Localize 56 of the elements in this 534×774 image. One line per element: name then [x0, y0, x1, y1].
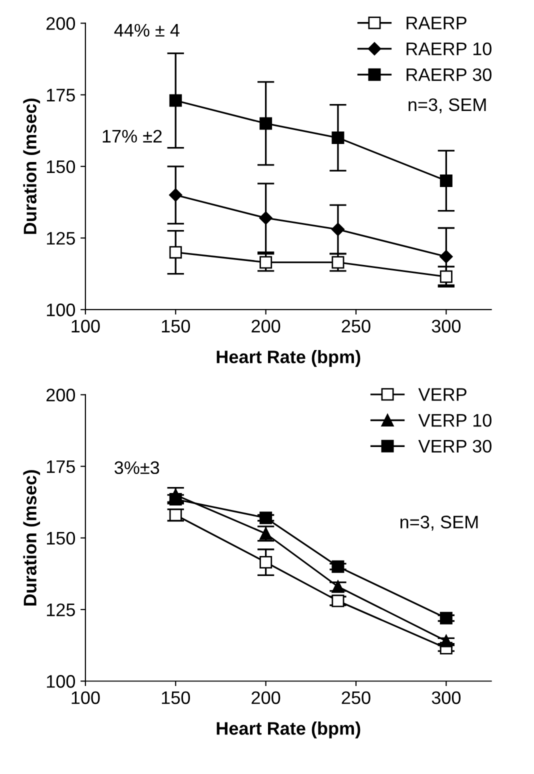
- y-tick-label: 200: [46, 17, 76, 30]
- y-tick-label: 200: [46, 388, 76, 402]
- point: [440, 634, 452, 648]
- point: [332, 594, 344, 608]
- x-tick-label: 200: [252, 691, 280, 704]
- point: [260, 556, 272, 569]
- x-tick-label: 300: [432, 320, 461, 333]
- point: [440, 270, 452, 283]
- legend-label: RAERP 30: [406, 68, 492, 82]
- point: [169, 246, 182, 259]
- y-axis-title: Duration (msec): [23, 98, 40, 234]
- annotation: n=3, SEM: [400, 516, 478, 531]
- x-tick-label: 300: [432, 691, 461, 704]
- y-tick-label: 100: [46, 675, 76, 688]
- y-axis-title: Duration (msec): [23, 470, 40, 606]
- y-tick-label: 100: [46, 304, 76, 316]
- x-tick-label: 100: [72, 320, 100, 333]
- annotation: 44% ± 4: [114, 24, 180, 37]
- x-tick-label: 200: [252, 320, 280, 333]
- point: [332, 580, 344, 593]
- legend-label: VERP: [418, 388, 466, 401]
- y-tick-label: 150: [46, 160, 76, 174]
- point: [260, 512, 272, 524]
- point: [440, 250, 453, 264]
- x-axis-title: Heart Rate (bpm): [216, 350, 360, 367]
- point: [169, 493, 182, 506]
- legend-label: VERP 10: [418, 414, 492, 427]
- legend-label: VERP 30: [418, 440, 492, 453]
- point: [440, 174, 452, 187]
- x-axis-title: Heart Rate (bpm): [216, 722, 360, 738]
- y-tick-label: 175: [46, 88, 75, 102]
- point: [332, 256, 344, 269]
- y-tick-label: 125: [46, 603, 75, 616]
- point: [169, 188, 182, 202]
- x-tick-label: 150: [162, 320, 190, 333]
- point: [260, 256, 272, 269]
- legend-label: RAERP 10: [406, 42, 492, 56]
- annotation: n=3, SEM: [408, 98, 486, 114]
- point: [331, 222, 345, 236]
- annotation: 3%±3: [114, 461, 160, 474]
- point: [440, 612, 452, 624]
- y-tick-label: 175: [46, 460, 75, 474]
- x-tick-label: 100: [72, 691, 100, 704]
- point: [260, 117, 272, 130]
- point: [260, 527, 272, 540]
- point: [332, 132, 344, 144]
- x-tick-label: 150: [162, 691, 190, 704]
- y-tick-label: 150: [46, 532, 76, 545]
- annotation: 17% ±2: [102, 130, 162, 143]
- y-tick-label: 125: [46, 232, 75, 245]
- x-tick-label: 250: [342, 320, 370, 333]
- legend-label: RAERP: [406, 16, 466, 30]
- x-tick-label: 250: [342, 691, 370, 704]
- point: [259, 211, 272, 225]
- point: [169, 94, 182, 107]
- point: [332, 560, 344, 573]
